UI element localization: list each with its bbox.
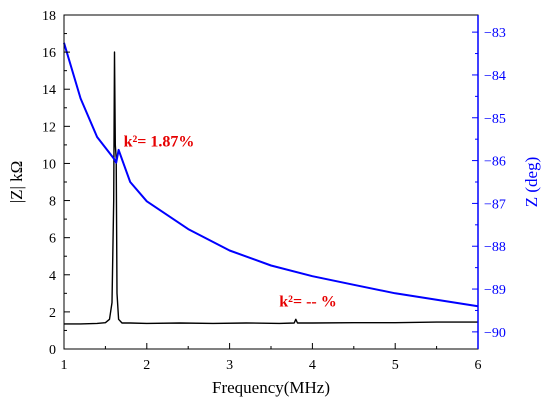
right-y-tick-label: −86 [484, 155, 506, 170]
x-tick-label: 5 [392, 358, 399, 373]
left-y-axis-title: |Z| kΩ [7, 161, 26, 204]
x-tick-label: 1 [61, 358, 68, 373]
left-y-tick-label: 16 [42, 46, 56, 61]
left-y-tick-label: 18 [42, 9, 56, 24]
right-y-tick-label: −88 [484, 240, 506, 255]
right-y-axis-ticks: −83 −84 −85 −86 −87 −88 −89 −90 [472, 15, 506, 349]
left-y-tick-label: 2 [49, 306, 56, 321]
right-y-tick-label: −84 [484, 69, 506, 84]
plot-frame [63, 14, 479, 350]
left-y-tick-label: 12 [42, 120, 56, 135]
right-y-tick-label: −83 [484, 26, 506, 41]
right-y-tick-label: −90 [484, 326, 506, 341]
right-y-tick-label: −87 [484, 197, 506, 212]
annotation-layer: k²= 1.87% k²= -- % [124, 134, 337, 311]
left-y-tick-label: 4 [49, 269, 56, 284]
left-y-tick-label: 8 [49, 195, 56, 210]
x-tick-label: 4 [309, 358, 316, 373]
right-y-tick-label: −85 [484, 112, 506, 127]
k2-annotation: k²= -- % [279, 293, 336, 310]
left-y-tick-label: 6 [49, 232, 56, 247]
series-layer [63, 42, 479, 325]
left-y-tick-label: 10 [42, 157, 56, 172]
right-y-tick-label: −89 [484, 283, 506, 298]
x-tick-label: 6 [475, 358, 482, 373]
x-tick-label: 2 [143, 358, 150, 373]
x-axis-title: Frequency(MHz) [212, 378, 330, 397]
left-y-tick-label: 0 [49, 343, 56, 358]
k2-annotation: k²= 1.87% [124, 134, 195, 151]
x-axis-ticks: 1 2 3 4 5 6 [61, 343, 482, 373]
right-y-axis-title: Z (deg) [522, 157, 541, 208]
impedance-magnitude-line [64, 51, 478, 325]
x-tick-label: 3 [226, 358, 233, 373]
phase-line [63, 42, 479, 308]
left-y-tick-label: 14 [42, 83, 56, 98]
left-y-axis-ticks: 0 2 4 6 8 10 12 14 16 18 [42, 9, 70, 358]
